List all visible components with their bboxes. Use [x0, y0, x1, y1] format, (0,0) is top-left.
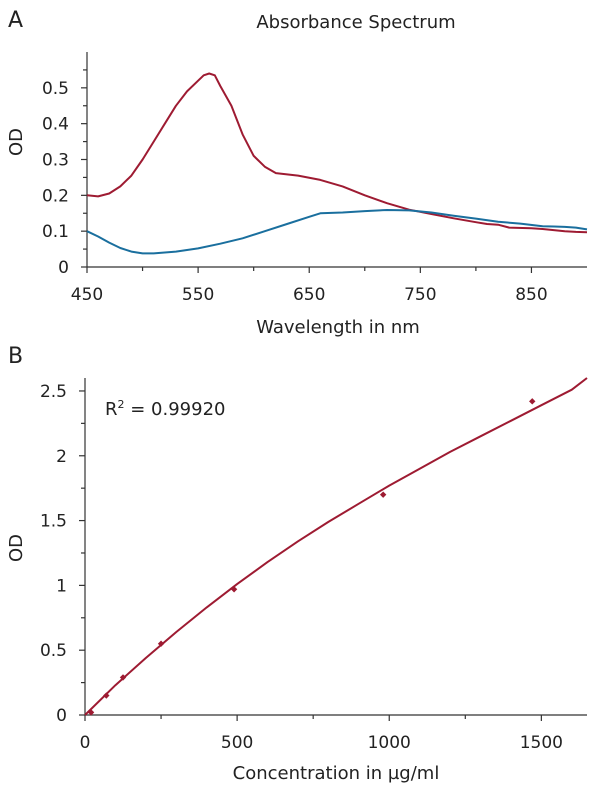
panel-a-ticks: 450 550 650 750 850 0 0.1 0.2 0.3 0.4 0.5 — [42, 69, 548, 305]
panel-a-x-tick-label: 550 — [182, 285, 214, 305]
r-squared-main: R — [105, 399, 118, 420]
panel-a-y-tick-label: 0.2 — [42, 186, 69, 206]
panel-a-y-tick-label: 0 — [58, 258, 69, 278]
panel-b-y-tick-label: 1.5 — [40, 512, 67, 532]
panel-b-data-point — [103, 692, 110, 699]
panel-b-x-tick-label: 1000 — [368, 733, 411, 753]
panel-a-x-tick-label: 750 — [404, 285, 436, 305]
panel-b-y-tick-label: 0 — [56, 706, 67, 726]
panel-a-x-axis-title: Wavelength in nm — [256, 317, 420, 338]
panel-a-y-tick-label: 0.3 — [42, 151, 69, 171]
panel-b-ticks: 0 500 1000 1500 0 0.5 1 1.5 2 2.5 — [40, 382, 563, 753]
panel-a-y-axis-title: OD — [6, 128, 27, 156]
panel-b-data-point — [119, 674, 127, 681]
panel-a-title: Absorbance Spectrum — [256, 12, 455, 33]
panel-a-series-2-line — [86, 209, 588, 255]
panel-b-series — [84, 377, 588, 716]
r-squared-sup: 2 — [118, 398, 125, 411]
r-squared-value: = 0.99920 — [125, 399, 226, 420]
panel-b-y-tick-label: 0.5 — [40, 641, 67, 661]
panel-b-x-tick-label: 0 — [80, 733, 91, 753]
panel-b-data-point — [529, 398, 536, 405]
panel-b-label: B — [8, 344, 23, 369]
panel-b-data-point — [157, 640, 165, 647]
panel-b-y-axis-title: OD — [6, 534, 27, 562]
panel-b-data-point — [379, 491, 387, 498]
panel-b-x-axis-title: Concentration in µg/ml — [233, 763, 440, 784]
r-squared-annotation: R2 = 0.99920 — [105, 398, 225, 420]
panel-b-y-tick-label: 2.5 — [40, 382, 67, 402]
panel-a-y-tick-label: 0.4 — [42, 115, 69, 135]
panel-b-data-point — [87, 709, 95, 716]
panel-a-x-tick-label: 450 — [71, 285, 103, 305]
panel-b-y-tick-label: 1 — [56, 576, 67, 596]
panel-a-series — [86, 72, 588, 255]
panel-b-x-tick-label: 1500 — [520, 733, 563, 753]
panel-a: A Absorbance Spectrum OD Wavelength in n… — [6, 8, 588, 338]
panel-b-fit-line — [84, 377, 588, 716]
panel-a-label: A — [8, 8, 23, 33]
panel-b-data-point — [230, 586, 238, 593]
panel-b-x-tick-label: 500 — [221, 733, 253, 753]
panel-a-series-1-line — [86, 72, 588, 234]
panel-a-x-tick-label: 850 — [515, 285, 547, 305]
panel-b: B R2 = 0.99920 OD Concentration in µg/ml… — [6, 344, 588, 784]
panel-a-x-tick-label: 650 — [293, 285, 325, 305]
panel-a-y-tick-label: 0.5 — [42, 79, 69, 99]
panel-a-y-tick-label: 0.1 — [42, 222, 69, 242]
panel-b-y-tick-label: 2 — [56, 447, 67, 467]
